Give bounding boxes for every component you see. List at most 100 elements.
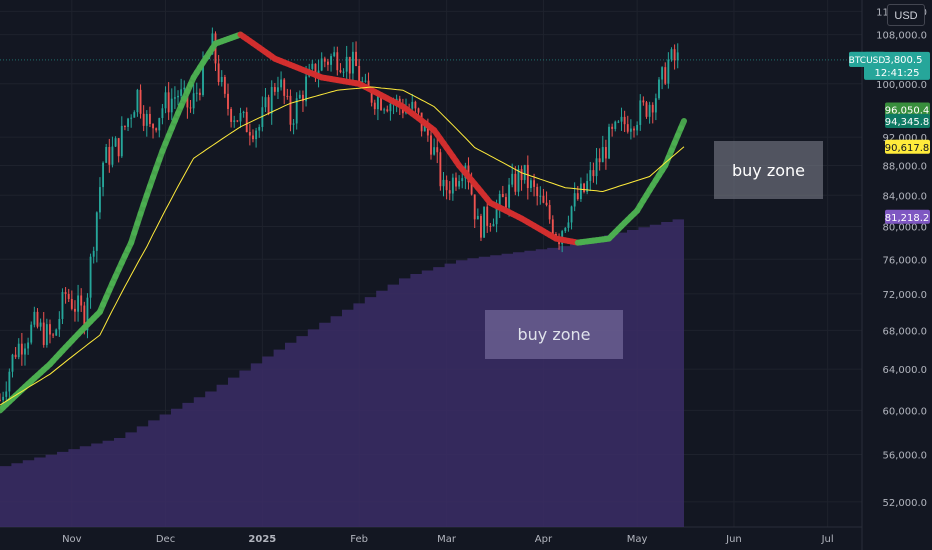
candle-body (383, 109, 386, 111)
candle-body (511, 173, 514, 185)
candle (114, 136, 117, 147)
symbol-tag (849, 51, 885, 67)
candle-body (227, 93, 229, 109)
candle (223, 74, 226, 98)
candle (61, 288, 64, 325)
candles[interactable] (0, 27, 679, 406)
candle (383, 107, 386, 114)
candle-body (654, 98, 657, 113)
candle (261, 96, 264, 132)
candle-body (533, 180, 536, 187)
candle-body (608, 126, 610, 159)
candle-body (495, 207, 498, 225)
candle (255, 127, 258, 148)
candle-body (476, 215, 479, 220)
candle-body (458, 181, 461, 187)
candle-body (595, 158, 598, 177)
candle-body (367, 80, 370, 90)
candle-body (55, 329, 58, 336)
candle-body (470, 182, 473, 195)
candle (639, 94, 642, 131)
candle-body (336, 52, 339, 71)
candle-body (273, 87, 276, 92)
candle (117, 137, 120, 163)
candle-body (130, 117, 133, 119)
candle-body (145, 113, 148, 126)
candle-body (348, 56, 351, 74)
candle (358, 58, 361, 83)
candle-body (270, 87, 273, 114)
ma-line (0, 86, 685, 406)
candle-body (180, 89, 183, 96)
candle (451, 173, 454, 201)
candle-body (355, 51, 357, 66)
candle (598, 148, 601, 171)
candle (389, 100, 392, 121)
candle-body (52, 334, 55, 336)
candle (342, 68, 345, 78)
candle (636, 121, 639, 136)
candle-body (123, 125, 126, 127)
candle-body (192, 93, 195, 109)
candle-body (114, 138, 117, 147)
candle (111, 136, 114, 168)
candle (548, 200, 551, 224)
candle (576, 185, 579, 201)
candle-body (492, 224, 495, 227)
candle (676, 43, 679, 69)
candle (658, 77, 660, 100)
candle-body (370, 89, 373, 103)
candle (433, 138, 436, 156)
candle (664, 62, 667, 85)
candle (267, 94, 270, 116)
candle-body (302, 94, 304, 102)
candle-body (99, 187, 101, 213)
candle (345, 45, 348, 82)
candle (67, 288, 70, 303)
candle-body (267, 97, 270, 114)
candle (670, 47, 673, 62)
candle-body (676, 52, 679, 61)
candle-body (280, 79, 283, 88)
candle (230, 107, 233, 128)
candle-body (498, 193, 501, 208)
candle (489, 222, 492, 232)
candle-body (155, 128, 158, 131)
candle (617, 120, 620, 124)
currency-button[interactable]: USD (887, 4, 925, 26)
candle-body (514, 173, 517, 192)
candle-body (70, 298, 73, 309)
candle (52, 332, 55, 339)
candle-body (601, 147, 604, 163)
buy-zone-label: buy zone (517, 325, 591, 344)
candle-body (445, 179, 448, 191)
candle-body (626, 124, 629, 132)
candle (270, 80, 273, 125)
candle-body (361, 81, 364, 83)
candle (348, 56, 351, 84)
candle (30, 321, 33, 345)
candle (142, 105, 145, 132)
badge-bg (885, 113, 930, 128)
candle (458, 175, 461, 190)
candle (298, 90, 301, 100)
candle (236, 120, 239, 123)
candle-body (298, 94, 301, 99)
candle (295, 92, 298, 130)
candle-body (198, 92, 201, 95)
candle (445, 175, 448, 200)
candle (177, 90, 179, 106)
y-tick-label: 88,000.0 (882, 162, 927, 173)
candle (326, 58, 329, 71)
candle-body (24, 348, 26, 355)
candle-body (202, 58, 204, 95)
candle (411, 93, 414, 112)
x-axis[interactable]: Nov Dec 2025 Feb Mar Apr May Jun Jul (62, 534, 834, 545)
badge-bg (885, 139, 930, 154)
y-tick-label: 80,000.0 (882, 222, 927, 233)
candle-body (286, 95, 289, 97)
candle-body (277, 87, 279, 92)
candle (629, 119, 632, 140)
